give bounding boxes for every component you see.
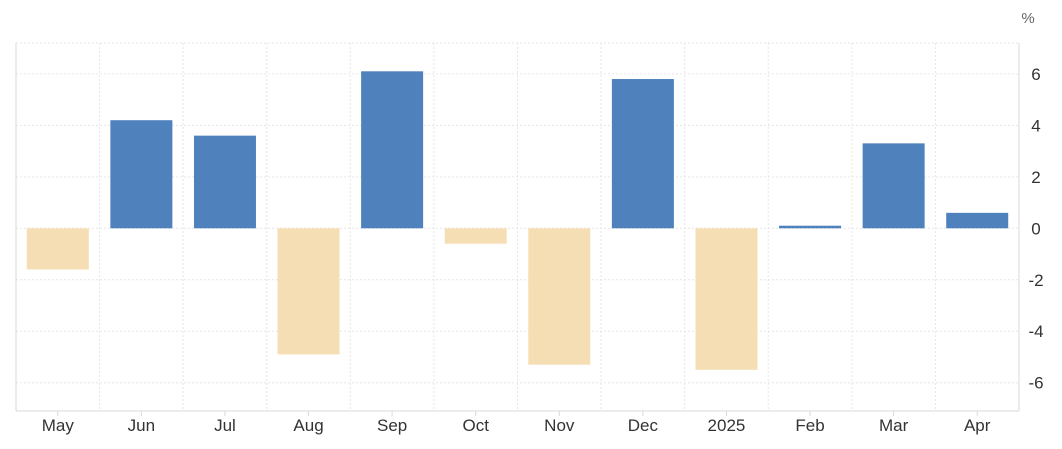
y-tick-label: -4 [1028, 322, 1043, 341]
x-tick-label: Oct [462, 416, 489, 435]
bar-aug[interactable] [277, 228, 340, 355]
x-tick-label: Sep [377, 416, 407, 435]
bar-feb[interactable] [779, 225, 842, 229]
bar-nov[interactable] [528, 228, 591, 365]
x-tick-label: Apr [964, 416, 991, 435]
y-axis-unit-label: % [1021, 10, 1034, 27]
x-tick-label: 2025 [708, 416, 746, 435]
x-tick-label: Nov [544, 416, 575, 435]
x-tick-label: Jul [214, 416, 236, 435]
x-tick-label: Mar [879, 416, 909, 435]
bar-jun[interactable] [110, 120, 173, 229]
axis-layer [15, 43, 1020, 412]
x-tick-label: Feb [795, 416, 824, 435]
bar-oct[interactable] [444, 228, 507, 244]
y-tick-label: 6 [1031, 65, 1040, 84]
x-tick-label: May [42, 416, 75, 435]
bars-layer [26, 71, 1009, 370]
y-tick-label: -2 [1028, 271, 1043, 290]
y-tick-label: 4 [1031, 116, 1040, 135]
bar-apr[interactable] [946, 212, 1009, 229]
labels-layer: % 6 4 2 0 -2 -4 -6 May Jun Jul Aug Sep Oct Nov Dec 2025… [42, 10, 1044, 435]
bar-2025[interactable] [695, 228, 758, 370]
grid-layer [16, 42, 1019, 411]
y-tick-label: 2 [1031, 168, 1040, 187]
x-tick-label: Aug [293, 416, 323, 435]
y-tick-label: -6 [1028, 374, 1043, 393]
bar-dec[interactable] [611, 79, 674, 229]
x-tick-label: Dec [628, 416, 659, 435]
bar-sep[interactable] [361, 71, 424, 229]
bar-jul[interactable] [193, 135, 256, 229]
x-tick-label: Jun [128, 416, 155, 435]
y-tick-label: 0 [1031, 219, 1040, 238]
bar-may[interactable] [26, 228, 89, 270]
bar-mar[interactable] [862, 143, 925, 229]
